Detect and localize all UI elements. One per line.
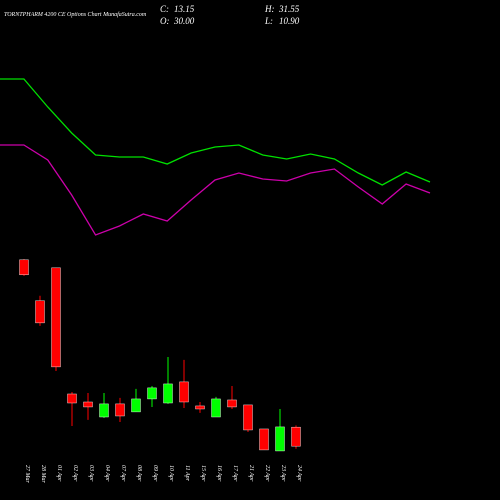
line-series <box>0 78 431 186</box>
candle-body <box>147 387 157 400</box>
candle-body <box>211 398 221 418</box>
x-tick-label: 17 Apr <box>232 465 238 482</box>
candle-body <box>259 428 269 451</box>
x-tick-label: 08 Apr <box>136 465 142 482</box>
candle-body <box>115 403 125 417</box>
candle-body <box>131 398 141 413</box>
line-series <box>0 144 431 236</box>
candle-body <box>179 381 189 403</box>
x-tick-label: 07 Apr <box>120 465 126 482</box>
x-tick-label: 02 Apr <box>72 465 78 482</box>
candle-body <box>19 259 29 276</box>
x-tick-label: 15 Apr <box>200 465 206 482</box>
summary-label: C: <box>160 4 169 14</box>
candle-body <box>243 404 253 431</box>
x-tick-label: 03 Apr <box>88 465 94 482</box>
x-tick-label: 24 Apr <box>296 465 303 482</box>
candle-body <box>35 300 45 324</box>
summary-value: 13.15 <box>174 4 195 14</box>
candle-body <box>227 399 237 408</box>
candle-body <box>275 426 285 452</box>
x-tick-label: 22 Apr <box>264 465 270 482</box>
x-tick-label: 01 Apr <box>56 465 62 482</box>
candle-body <box>83 401 93 408</box>
candle-body <box>99 403 109 418</box>
x-tick-label: 23 Apr <box>280 465 286 482</box>
summary-value: 31.55 <box>278 4 300 14</box>
summary-value: 30.00 <box>173 16 195 26</box>
x-tick-label: 27 Mar <box>24 465 30 483</box>
candle-body <box>195 405 205 410</box>
candle-body <box>163 383 173 404</box>
x-tick-label: 21 Apr <box>248 465 254 482</box>
x-tick-label: 10 Apr <box>168 465 174 482</box>
candle-body <box>291 426 301 447</box>
x-tick-label: 04 Apr <box>104 465 111 482</box>
x-tick-label: 28 Mar <box>40 465 46 483</box>
summary-label: H: <box>264 4 275 14</box>
summary-label: O: <box>160 16 170 26</box>
x-tick-label: 16 Apr <box>216 465 222 482</box>
candle-body <box>67 393 77 404</box>
x-tick-label: 09 Apr <box>152 465 158 482</box>
summary-value: 10.90 <box>279 16 300 26</box>
chart-title: TORNTPHARM 4200 CE Options Chart MunafaS… <box>4 11 147 18</box>
candle-body <box>51 267 61 368</box>
x-tick-label: 11 Apr <box>184 465 190 482</box>
summary-label: L: <box>264 16 273 26</box>
